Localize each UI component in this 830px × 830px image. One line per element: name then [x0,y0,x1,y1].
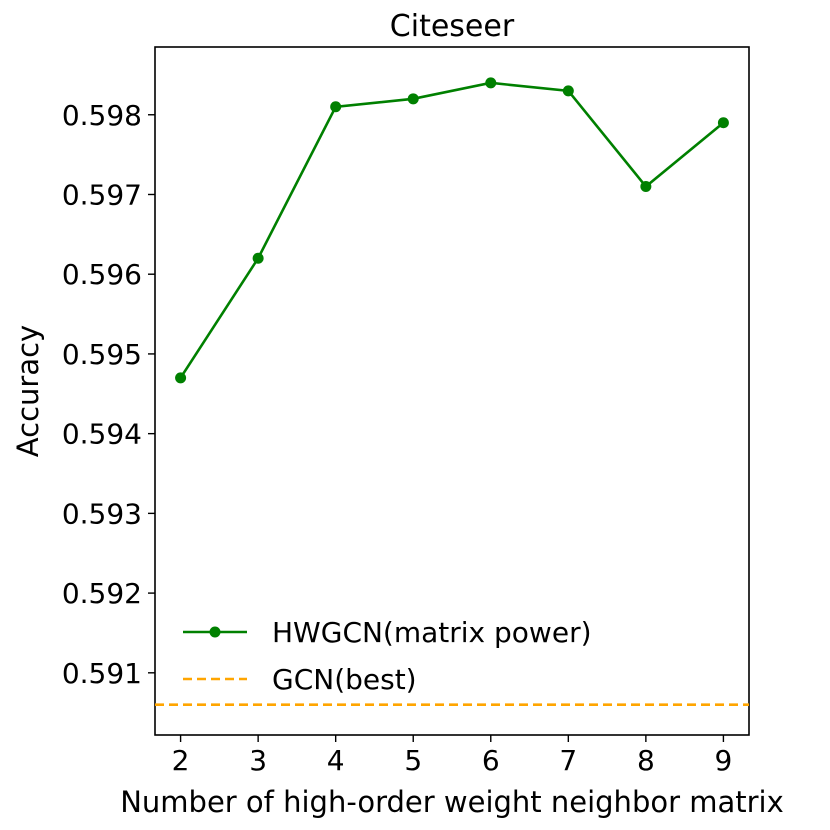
x-tick-label: 4 [327,744,345,777]
x-tick-label: 8 [637,744,655,777]
y-tick-label: 0.594 [62,418,142,451]
x-tick-label: 9 [714,744,732,777]
legend-marker-hwgcn [209,626,221,638]
hwgcn-point [175,372,187,384]
legend: HWGCN(matrix power) GCN(best) [183,616,592,696]
x-tick-label: 5 [404,744,422,777]
legend-label-gcn: GCN(best) [272,663,417,696]
x-axis-ticks: 2 3 4 5 6 7 8 9 [172,735,732,777]
y-tick-label: 0.597 [62,178,142,211]
y-axis-title: Accuracy [11,325,45,457]
y-tick-label: 0.591 [62,657,142,690]
hwgcn-point [252,252,264,264]
x-tick-label: 6 [482,744,500,777]
y-tick-label: 0.596 [62,258,142,291]
x-tick-label: 3 [249,744,267,777]
hwgcn-point [640,181,652,193]
hwgcn-line [179,81,725,379]
y-tick-label: 0.593 [62,497,142,530]
series-layer [155,77,749,707]
x-tick-label: 2 [172,744,190,777]
chart-title: Citeseer [390,9,515,44]
x-tick-label: 7 [559,744,577,777]
y-tick-label: 0.595 [62,338,142,371]
y-tick-label: 0.598 [62,99,142,132]
x-axis-title: Number of high-order weight neighbor mat… [120,785,784,819]
y-tick-label: 0.592 [62,577,142,610]
hwgcn-point [485,77,497,89]
plot-frame [154,46,750,736]
hwgcn-point [562,85,574,97]
legend-label-hwgcn: HWGCN(matrix power) [272,616,592,649]
hwgcn-point [330,101,342,113]
hwgcn-point [717,117,729,129]
y-axis-ticks: 0.591 0.592 0.593 0.594 0.595 0.596 0.597 0.598 [62,99,155,690]
hwgcn-point [407,93,419,105]
